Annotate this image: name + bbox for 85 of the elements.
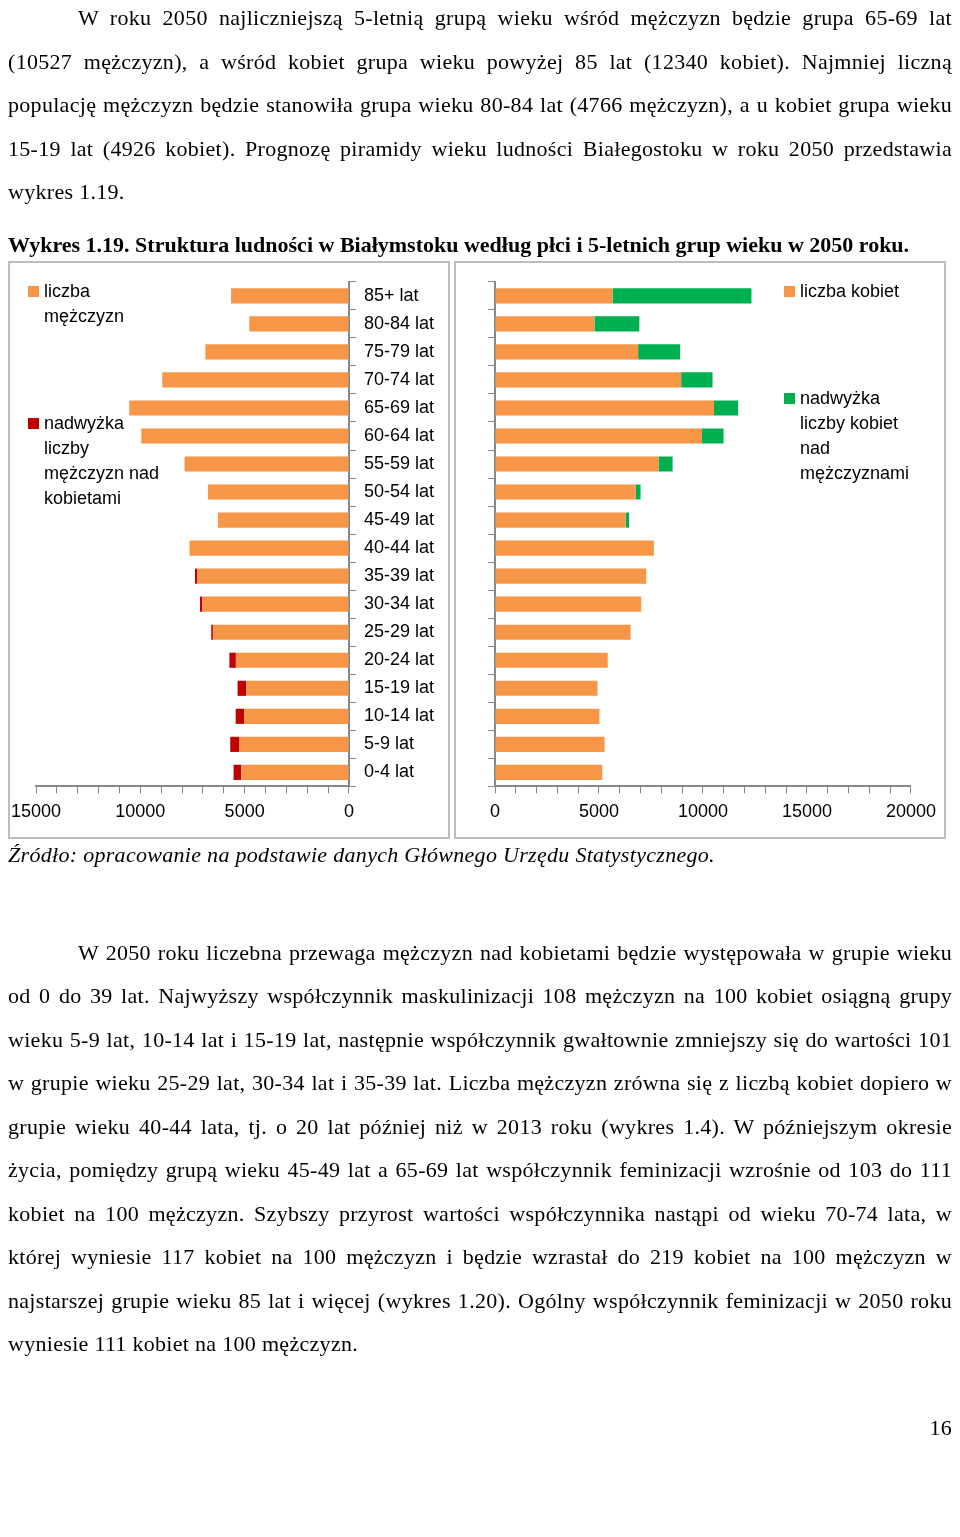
text: W roku 2050 najliczniejszą 5-letnią grupą wieku wśród mężczyzn będzie grupa 65-69 lat (10527 mężczyzn), a wśród kobiet grupa wieku powyżej 85 lat (12340 kobiet). Najmniej liczną populację mężczyzn będzie stanowiła grupa wieku 80-84 lat (4766 mężczyzn), a u kobiet grupa wieku 15-19 lat (4926 kobiet). Prognozę piramidy wieku ludności Białegostoku w roku 2050 przedstawia wykres 1.19.: [8, 4, 952, 206]
y-tick-label: 10-14 lat: [363, 704, 435, 725]
bar: [231, 287, 349, 303]
x-tick-label: 15000: [10, 800, 62, 821]
bar: [241, 764, 349, 780]
bar: [202, 596, 349, 612]
bar: [184, 455, 349, 472]
x-tick-label: 5000: [224, 800, 265, 821]
y-tick-label: 45-49 lat: [363, 508, 435, 529]
y-tick-label: 20-24 lat: [363, 648, 435, 669]
bar: [495, 483, 636, 500]
bar: [495, 455, 659, 472]
bar: [495, 512, 626, 528]
bar: [495, 708, 600, 724]
bar: [495, 287, 613, 303]
y-tick-label: 0-4 lat: [363, 760, 414, 781]
legend-label: liczba mężczyzn: [44, 279, 125, 328]
bar: [239, 736, 349, 752]
bar: [495, 371, 682, 387]
x-tick-label: 10000: [677, 800, 729, 821]
bar: [197, 568, 349, 584]
bar: [495, 596, 642, 612]
legend-label: nadwyżka liczby mężczyzn nad kobietami: [44, 411, 161, 510]
bar: [237, 680, 247, 696]
bar: [714, 399, 739, 416]
bar: [495, 680, 598, 696]
bar: [638, 343, 681, 359]
y-tick-label: 15-19 lat: [363, 676, 435, 697]
bar: [235, 708, 245, 724]
bar: [495, 315, 595, 331]
bar: [495, 624, 631, 640]
bar: [246, 680, 349, 696]
bar: [249, 315, 349, 331]
bar: [495, 540, 654, 556]
y-tick-label: 70-74 lat: [363, 368, 435, 389]
bar: [594, 315, 640, 331]
y-tick-label: 65-69 lat: [363, 396, 435, 417]
bar: [495, 427, 702, 444]
bar: [162, 371, 349, 387]
y-tick-label: 40-44 lat: [363, 536, 435, 557]
text: Źródło: opracowanie na podstawie danych Głównego Urzędu Statystycznego.: [8, 840, 716, 869]
bar: [658, 455, 673, 472]
bar: [233, 764, 242, 780]
bar: [495, 343, 639, 359]
y-tick-label: 55-59 lat: [363, 452, 435, 473]
text: Wykres 1.19. Struktura ludności w Białymstoku według płci i 5-letnich grup wieku w 2050 roku.: [8, 230, 911, 259]
bar: [244, 708, 349, 724]
bar: [701, 427, 724, 444]
bar: [129, 399, 349, 416]
x-tick-label: 5000: [578, 800, 620, 821]
text: W 2050 roku liczebna przewaga mężczyzn nad kobietami będzie występowała w grupie wieku od 0 do 39 lat. Najwyższy współczynnik maskulinizacji 108 mężczyzn na 100 kobiet osiągną grupy wieku 5-9 lat, 10-14 lat i 15-19 lat, następnie współczynnik gwałtownie zmniejszy się do wartości 101 w grupie wieku 25-29 lat, 30-34 lat i 35-39 lat. Liczba mężczyzn zrówna się z liczbą kobiet dopiero w grupie wieku 40-44 lata, tj. o 20 lat później niż w 2013 roku (wykres 1.4). W późniejszym okresie życia, pomiędzy grupą wieku 45-49 lat a 65-69 lat współczynnik feminizacji wzrośnie od 103 do 111 kobiet na 100 mężczyzn. Szybszy przyrost wartości współczynnika nastąpi od wieku 70-74 lata, w której wyniesie 117 kobiet na 100 mężczyzn i będzie wzrastał do 219 kobiet na 100 mężczyzn w najstarszej grupie wieku 85 lat i więcej (wykres 1.20). Ogólny współczynnik feminizacji w 2050 roku wyniesie 111 kobiet na 100 mężczyzn.: [8, 939, 952, 1356]
bar: [205, 343, 349, 359]
bar: [495, 568, 647, 584]
y-tick-label: 75-79 lat: [363, 340, 435, 361]
bar: [495, 652, 608, 668]
bar: [189, 540, 349, 556]
y-tick-label: 25-29 lat: [363, 620, 435, 641]
bar: [212, 624, 349, 640]
legend-label: nadwyżka liczby kobiet nad mężczyznami: [800, 386, 911, 485]
bar: [612, 287, 752, 303]
bar: [229, 652, 236, 668]
y-tick-label: 60-64 lat: [363, 424, 435, 445]
bar: [495, 399, 715, 416]
legend-label: liczba kobiet: [800, 279, 900, 303]
y-tick-label: 35-39 lat: [363, 564, 435, 585]
bar: [235, 652, 349, 668]
bar: [141, 427, 349, 444]
x-tick-label: 0: [343, 800, 354, 821]
bar: [681, 371, 713, 387]
x-tick-label: 10000: [115, 800, 166, 821]
y-tick-label: 80-84 lat: [363, 312, 435, 333]
y-tick-label: 5-9 lat: [363, 732, 414, 753]
bar: [230, 736, 239, 752]
y-tick-label: 85+ lat: [363, 284, 419, 305]
bar: [495, 764, 603, 780]
y-tick-label: 50-54 lat: [363, 480, 435, 501]
x-tick-label: 0: [489, 800, 501, 821]
text: 16: [928, 1413, 952, 1442]
y-tick-label: 30-34 lat: [363, 592, 435, 613]
bar: [495, 736, 605, 752]
bar: [217, 512, 349, 528]
bar: [207, 483, 349, 500]
x-tick-label: 20000: [885, 800, 936, 821]
bar: [635, 483, 641, 500]
x-tick-label: 15000: [781, 800, 833, 821]
